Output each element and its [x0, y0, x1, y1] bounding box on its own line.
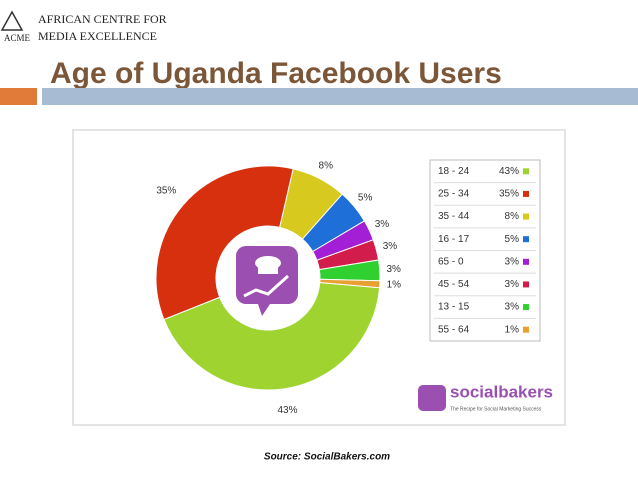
legend-swatch	[523, 168, 529, 175]
legend-swatch	[523, 258, 529, 265]
slice-label: 5%	[358, 192, 373, 203]
logo-mark: ACME	[4, 33, 31, 43]
slice-label: 3%	[386, 264, 401, 275]
icon-hat-band	[258, 266, 278, 274]
logo: ACME AFRICAN CENTRE FOR MEDIA EXCELLENCE	[0, 10, 167, 43]
legend-value: 3%	[505, 256, 520, 267]
legend-value: 1%	[505, 324, 520, 335]
center-icon	[236, 246, 298, 316]
accent-block	[0, 88, 37, 105]
legend-swatch	[523, 304, 529, 311]
brand-tagline: The Recipe for Social Marketing Success	[450, 406, 542, 412]
legend-label: 65 - 0	[438, 256, 464, 267]
slice-label: 35%	[156, 185, 176, 196]
legend-label: 13 - 15	[438, 302, 470, 313]
slide-title: Age of Uganda Facebook Users	[50, 57, 502, 90]
legend: 18 - 24 43% 25 - 34 35% 35 - 44 8% 16 - 17 5% 65…	[434, 166, 536, 335]
brand: socialbakers The Recipe for Social Marke…	[418, 382, 553, 412]
legend-swatch	[523, 326, 529, 333]
donut: 43% 35% 8% 5% 3% 3% 3% 1%	[155, 161, 402, 416]
legend-label: 55 - 64	[438, 324, 470, 335]
legend-swatch	[523, 190, 529, 197]
legend-label: 16 - 17	[438, 234, 470, 245]
slice-label: 43%	[277, 405, 297, 416]
source-note: Source: SocialBakers.com	[264, 452, 390, 463]
legend-value: 43%	[499, 166, 519, 177]
brand-name: socialbakers	[450, 382, 553, 401]
legend-label: 35 - 44	[438, 211, 470, 222]
legend-swatch	[523, 281, 529, 288]
legend-label: 45 - 54	[438, 279, 470, 290]
slice-label: 3%	[375, 219, 390, 230]
slice-label: 8%	[319, 161, 334, 172]
accent-bar	[42, 88, 638, 105]
legend-value: 3%	[505, 279, 520, 290]
slice-label: 1%	[387, 280, 402, 291]
logo-line: AFRICAN CENTRE FOR	[38, 12, 167, 26]
legend-value: 8%	[505, 211, 520, 222]
legend-label: 18 - 24	[438, 166, 470, 177]
logo-line: MEDIA EXCELLENCE	[38, 29, 157, 43]
legend-value: 35%	[499, 189, 519, 200]
legend-value: 3%	[505, 302, 520, 313]
icon-line	[243, 274, 290, 298]
legend-swatch	[523, 236, 529, 243]
logo-icon	[0, 10, 24, 31]
icon-body	[236, 246, 298, 304]
legend-value: 5%	[505, 234, 520, 245]
icon-tail	[258, 304, 270, 316]
brand-icon	[418, 385, 446, 411]
slice-label: 3%	[383, 241, 398, 252]
legend-swatch	[523, 213, 529, 220]
legend-label: 25 - 34	[438, 189, 470, 200]
